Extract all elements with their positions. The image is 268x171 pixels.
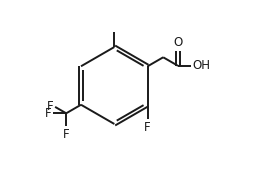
Text: F: F (46, 100, 53, 113)
Text: O: O (173, 36, 183, 49)
Text: F: F (144, 121, 151, 134)
Text: OH: OH (192, 59, 210, 72)
Text: F: F (45, 107, 51, 120)
Text: F: F (63, 128, 69, 141)
